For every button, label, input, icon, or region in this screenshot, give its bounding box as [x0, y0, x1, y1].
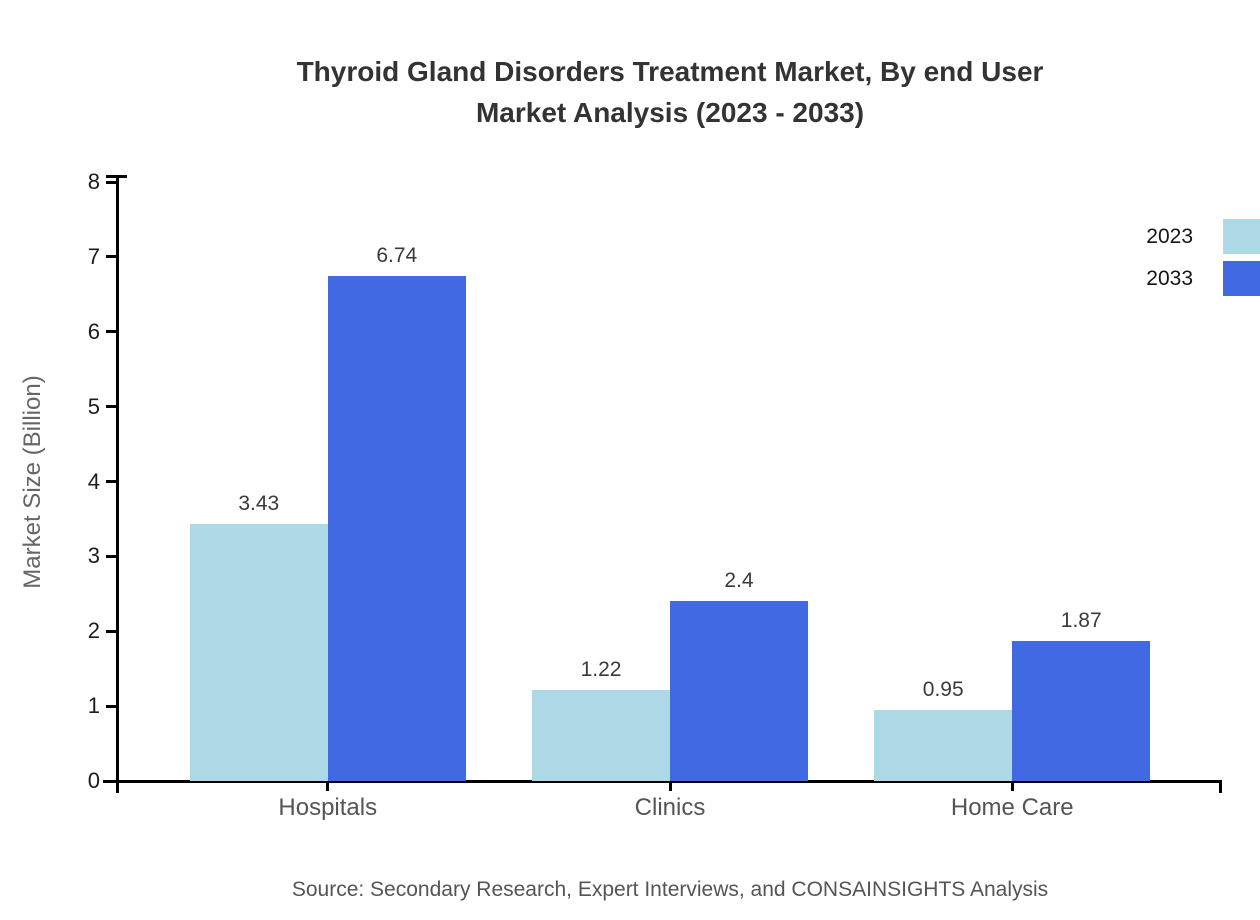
- legend-label: 2023: [1146, 225, 1193, 248]
- y-tick-label: 4: [87, 468, 100, 494]
- bar-value-label: 2.4: [724, 569, 754, 593]
- bar-value-label: 0.95: [922, 677, 964, 701]
- x-category-label: Home Care: [950, 794, 1074, 821]
- y-axis-end-cap: [106, 175, 127, 178]
- bar-value-label: 1.87: [1060, 608, 1102, 632]
- y-tick-label: 5: [87, 393, 100, 419]
- x-tick-mark: [1010, 781, 1014, 791]
- legend-item-2033: 2033: [1100, 260, 1260, 298]
- x-category-label: Clinics: [634, 794, 706, 821]
- y-tick-label: 0: [87, 768, 100, 793]
- y-axis-line: [116, 176, 119, 793]
- y-tick-label: 6: [87, 318, 100, 344]
- y-tick-mark: [106, 255, 118, 259]
- x-axis-end-cap: [1219, 780, 1222, 793]
- source-note: Source: Secondary Research, Expert Inter…: [291, 878, 1049, 901]
- x-tick-mark: [326, 781, 330, 791]
- y-tick-mark: [106, 554, 118, 558]
- legend-swatch: [1223, 219, 1260, 254]
- legend-item-2023: 2023: [1100, 218, 1260, 256]
- y-tick-mark: [106, 405, 118, 409]
- bar-value-label: 6.74: [376, 244, 418, 268]
- bar-2033-clinics: [670, 601, 808, 781]
- legend-swatch: [1223, 261, 1260, 296]
- y-tick-mark: [106, 629, 118, 633]
- y-tick-mark: [106, 704, 118, 708]
- chart-title: Thyroid Gland Disorders Treatment Market…: [118, 51, 1222, 133]
- y-tick-mark: [106, 330, 118, 334]
- bar-2023-hospitals: [189, 524, 328, 781]
- bar-2033-hospitals: [327, 276, 466, 781]
- y-tick-label: 7: [87, 243, 100, 269]
- y-tick-mark: [106, 180, 118, 184]
- bar-2023-clinics: [532, 689, 670, 781]
- bar-2023-home-care: [874, 709, 1013, 781]
- chart-title-line2: Market Analysis (2023 - 2033): [475, 97, 865, 128]
- x-axis-line: [103, 780, 1222, 783]
- y-tick-mark: [106, 480, 118, 483]
- bar-value-label: 3.43: [238, 492, 280, 516]
- legend-label: 2033: [1146, 267, 1193, 290]
- bar-value-label: 1.22: [580, 657, 622, 681]
- y-tick-label: 2: [87, 618, 100, 644]
- y-tick-label: 1: [87, 693, 100, 719]
- bar-2033-home-care: [1012, 640, 1151, 781]
- x-category-label: Hospitals: [278, 794, 378, 821]
- y-tick-label: 3: [87, 543, 100, 569]
- chart-title-line1: Thyroid Gland Disorders Treatment Market…: [296, 56, 1044, 87]
- y-tick-label: 8: [87, 169, 100, 194]
- x-tick-mark: [668, 781, 672, 791]
